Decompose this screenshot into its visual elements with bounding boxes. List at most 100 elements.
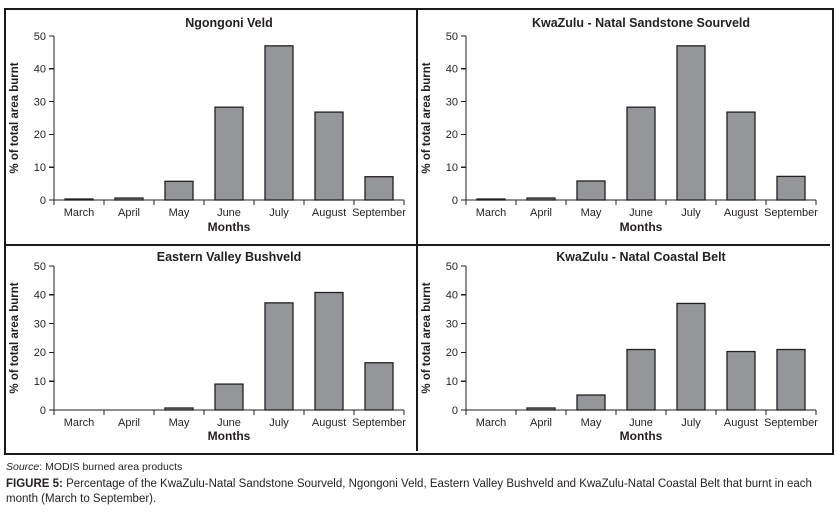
- x-tick-label: April: [530, 417, 552, 429]
- x-tick-label: March: [476, 207, 507, 219]
- x-tick-label: May: [169, 417, 190, 429]
- y-tick-label: 0: [40, 405, 46, 417]
- bar: [576, 394, 606, 411]
- bar: [364, 362, 394, 411]
- chart-cell-kzn-sandstone-sourveld: KwaZulu - Natal Sandstone Sourveld % of t…: [418, 10, 830, 246]
- chart-cell-ngongoni-veld: Ngongoni Veld % of total area burnt 0 10 20 3…: [6, 10, 418, 246]
- bar-chart-ngongoni-veld: Ngongoni Veld % of total area burnt 0 10 20 3…: [9, 16, 406, 234]
- x-tick-label: May: [169, 207, 190, 219]
- y-tick-label: 20: [34, 129, 46, 141]
- y-tick-label: 40: [34, 290, 46, 302]
- bar: [476, 198, 506, 201]
- x-tick-label: August: [724, 417, 758, 429]
- y-tick-label: 20: [446, 129, 458, 141]
- figure-caption-label: FIGURE 5:: [6, 478, 63, 490]
- y-tick-label: 10: [34, 376, 46, 388]
- source-label: Source: [6, 461, 40, 473]
- x-tick-label: March: [476, 417, 507, 429]
- bar: [726, 350, 756, 411]
- x-axis-label: Months: [620, 220, 663, 234]
- x-tick-label: April: [530, 207, 552, 219]
- y-tick-label: 20: [446, 347, 458, 359]
- bar: [626, 348, 656, 411]
- y-tick-label: 10: [446, 376, 458, 388]
- y-tick-label: 30: [34, 96, 46, 108]
- x-tick-label: June: [629, 417, 653, 429]
- bar: [314, 111, 344, 201]
- y-tick-label: 50: [446, 31, 458, 43]
- bar: [364, 176, 394, 201]
- y-tick-label: 10: [446, 162, 458, 174]
- y-tick-label: 30: [34, 318, 46, 330]
- x-tick-label: August: [312, 417, 346, 429]
- x-tick-label: June: [629, 207, 653, 219]
- bar-chart-eastern-valley-bushveld: Eastern Valley Bushveld % of total area b…: [9, 250, 406, 443]
- y-tick-label: 0: [452, 195, 458, 207]
- y-axis-label: % of total area burnt: [421, 282, 433, 393]
- chart-title: KwaZulu - Natal Coastal Belt: [556, 250, 726, 264]
- bar: [264, 302, 294, 411]
- bar: [214, 106, 244, 201]
- x-tick-label: June: [217, 207, 241, 219]
- chart-title: KwaZulu - Natal Sandstone Sourveld: [532, 16, 750, 30]
- chart-title: Eastern Valley Bushveld: [157, 250, 302, 264]
- x-tick-label: May: [581, 207, 602, 219]
- y-tick-label: 50: [446, 261, 458, 273]
- y-axis-label: % of total area burnt: [421, 62, 433, 173]
- x-tick-label: August: [724, 207, 758, 219]
- bar: [576, 180, 606, 201]
- bar: [726, 111, 756, 201]
- chart-cell-eastern-valley-bushveld: Eastern Valley Bushveld % of total area b…: [6, 246, 418, 451]
- bar: [314, 291, 344, 411]
- x-tick-label: July: [269, 417, 289, 429]
- bar: [214, 383, 244, 411]
- x-tick-label: July: [681, 417, 701, 429]
- x-tick-label: July: [681, 207, 701, 219]
- y-tick-label: 0: [452, 405, 458, 417]
- bar: [776, 348, 806, 411]
- figure-caption: FIGURE 5: Percentage of the KwaZulu-Nata…: [6, 477, 832, 507]
- chart-title: Ngongoni Veld: [185, 16, 273, 30]
- bar-chart-kzn-sandstone-sourveld: KwaZulu - Natal Sandstone Sourveld % of t…: [421, 16, 818, 234]
- y-axis-label: % of total area burnt: [9, 62, 21, 173]
- bar: [164, 180, 194, 201]
- y-tick-label: 40: [446, 290, 458, 302]
- y-tick-label: 30: [446, 96, 458, 108]
- y-tick-label: 50: [34, 31, 46, 43]
- bar: [676, 45, 706, 201]
- x-tick-label: March: [64, 207, 95, 219]
- x-tick-label: April: [118, 207, 140, 219]
- bar: [676, 302, 706, 411]
- bar: [526, 407, 556, 411]
- x-tick-label: September: [764, 417, 818, 429]
- x-tick-label: July: [269, 207, 289, 219]
- x-tick-label: June: [217, 417, 241, 429]
- bar: [114, 197, 144, 201]
- y-tick-label: 0: [40, 195, 46, 207]
- x-axis-label: Months: [208, 429, 251, 443]
- y-tick-label: 10: [34, 162, 46, 174]
- x-tick-label: May: [581, 417, 602, 429]
- y-tick-label: 40: [34, 64, 46, 76]
- x-tick-label: March: [64, 417, 95, 429]
- x-axis-label: Months: [620, 429, 663, 443]
- x-tick-label: September: [764, 207, 818, 219]
- bar: [64, 198, 94, 201]
- y-tick-label: 30: [446, 318, 458, 330]
- bar: [776, 175, 806, 201]
- source-line: Source: MODIS burned area products: [6, 461, 182, 473]
- y-axis-label: % of total area burnt: [9, 282, 21, 393]
- bar-chart-kzn-coastal-belt: KwaZulu - Natal Coastal Belt % of total a…: [421, 250, 818, 443]
- x-tick-label: September: [352, 417, 406, 429]
- bar: [264, 45, 294, 201]
- bar: [164, 407, 194, 411]
- bar: [526, 197, 556, 201]
- x-tick-label: April: [118, 417, 140, 429]
- bar: [626, 106, 656, 201]
- x-axis-label: Months: [208, 220, 251, 234]
- x-tick-label: August: [312, 207, 346, 219]
- chart-cell-kzn-coastal-belt: KwaZulu - Natal Coastal Belt % of total a…: [418, 246, 830, 451]
- x-tick-label: September: [352, 207, 406, 219]
- figure-panel: Ngongoni Veld % of total area burnt 0 10 20 3…: [4, 8, 834, 455]
- figure-caption-text: Percentage of the KwaZulu-Natal Sandston…: [6, 478, 812, 506]
